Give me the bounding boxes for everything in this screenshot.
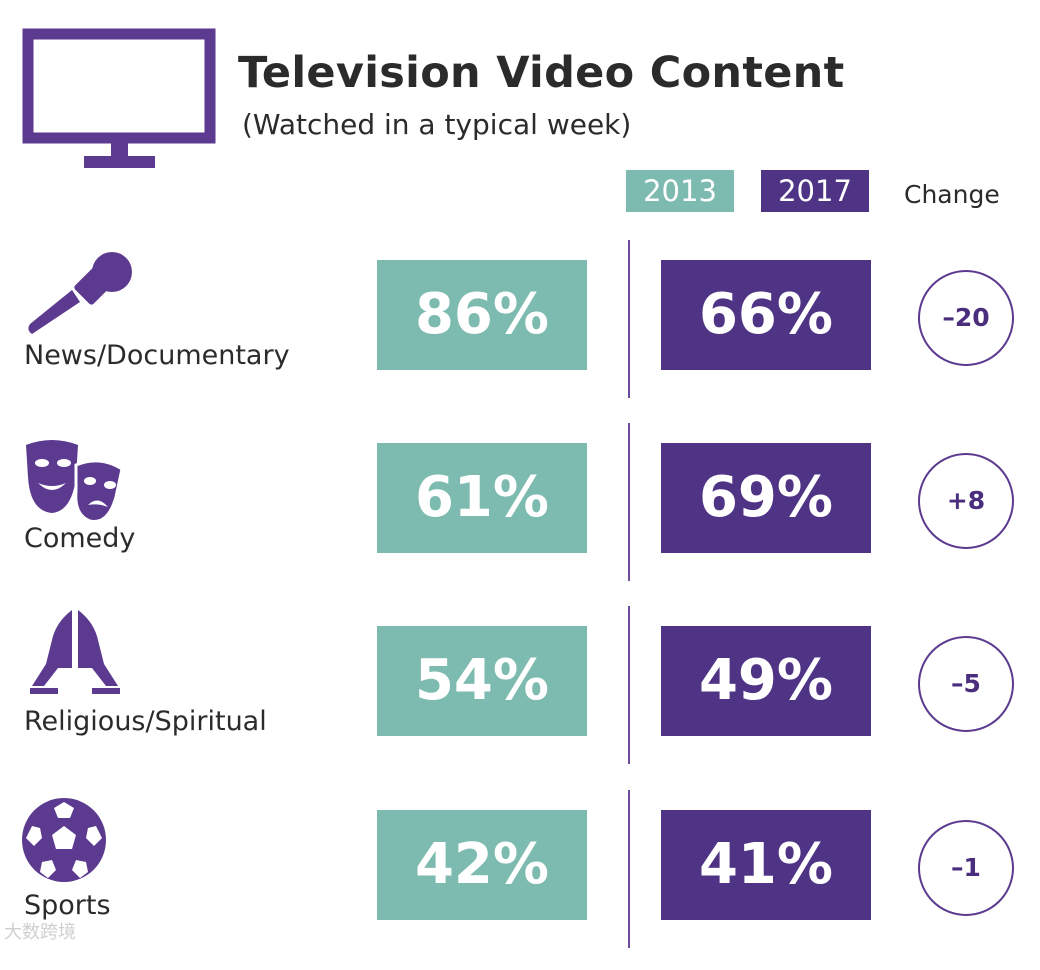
change-badge: –1 [918,820,1014,916]
change-badge: –5 [918,636,1014,732]
page-subtitle: (Watched in a typical week) [242,108,632,141]
television-icon [22,28,216,168]
value-2017: 69% [661,443,871,553]
value-2013: 86% [377,260,587,370]
legend-2017: 2017 [761,170,869,212]
change-badge: +8 [918,453,1014,549]
column-divider [628,790,630,948]
column-divider [628,423,630,581]
category-label: Religious/Spiritual [24,706,267,737]
column-divider [628,240,630,398]
category-row-news: News/Documentary 86% 66% –20 [0,240,1040,420]
value-2013: 61% [377,443,587,553]
category-label: News/Documentary [24,340,290,371]
theater-masks-icon [26,440,124,523]
change-badge: –20 [918,270,1014,366]
watermark: 大数跨境 [4,922,76,943]
microphone-icon [28,252,132,334]
category-row-comedy: Comedy 61% 69% +8 [0,423,1040,603]
page-title: Television Video Content [238,48,845,98]
value-2017: 49% [661,626,871,736]
soccer-ball-icon [22,798,106,882]
praying-hands-icon [30,610,120,694]
change-column-header: Change [904,180,1000,209]
legend-2013: 2013 [626,170,734,212]
value-2013: 42% [377,810,587,920]
category-label: Sports [24,890,111,921]
category-row-religious: Religious/Spiritual 54% 49% –5 [0,606,1040,786]
column-divider [628,606,630,764]
category-label: Comedy [24,523,136,554]
value-2017: 66% [661,260,871,370]
category-row-sports: Sports 42% 41% –1 [0,790,1040,970]
value-2013: 54% [377,626,587,736]
value-2017: 41% [661,810,871,920]
